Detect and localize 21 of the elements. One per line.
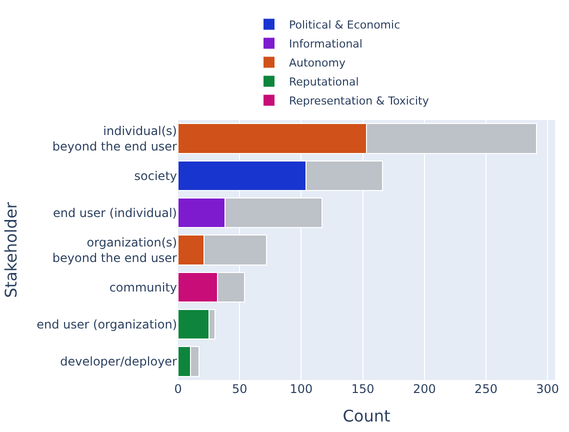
y-tick-label: community bbox=[109, 280, 177, 294]
y-tick-label: organization(s) beyond the end user bbox=[52, 235, 178, 265]
y-tick-label: end user (individual) bbox=[52, 206, 177, 220]
y-tick-label: end user (organization) bbox=[36, 317, 177, 332]
y-tick-label: developer/deployer bbox=[60, 354, 178, 369]
x-tick-label: 250 bbox=[474, 382, 498, 396]
x-tick-label: 200 bbox=[412, 382, 436, 396]
y-axis-title: Stakeholder bbox=[2, 202, 21, 298]
legend-label: Informational bbox=[289, 38, 362, 51]
legend-label: Representation & Toxicity bbox=[289, 94, 430, 108]
x-tick-label: 0 bbox=[174, 382, 182, 396]
y-tick-label: society bbox=[134, 168, 177, 183]
legend-label: Reputational bbox=[289, 76, 359, 89]
x-tick-label: 150 bbox=[351, 382, 374, 396]
y-tick-label: individual(s) beyond the end user bbox=[52, 124, 178, 154]
legend-label: Political & Economic bbox=[289, 18, 400, 32]
legend-label: Autonomy bbox=[289, 56, 346, 70]
x-tick-label: 50 bbox=[232, 382, 248, 396]
x-tick-label: 300 bbox=[536, 382, 560, 396]
x-tick-label: 100 bbox=[290, 382, 313, 396]
x-axis-title: Count bbox=[342, 406, 390, 426]
